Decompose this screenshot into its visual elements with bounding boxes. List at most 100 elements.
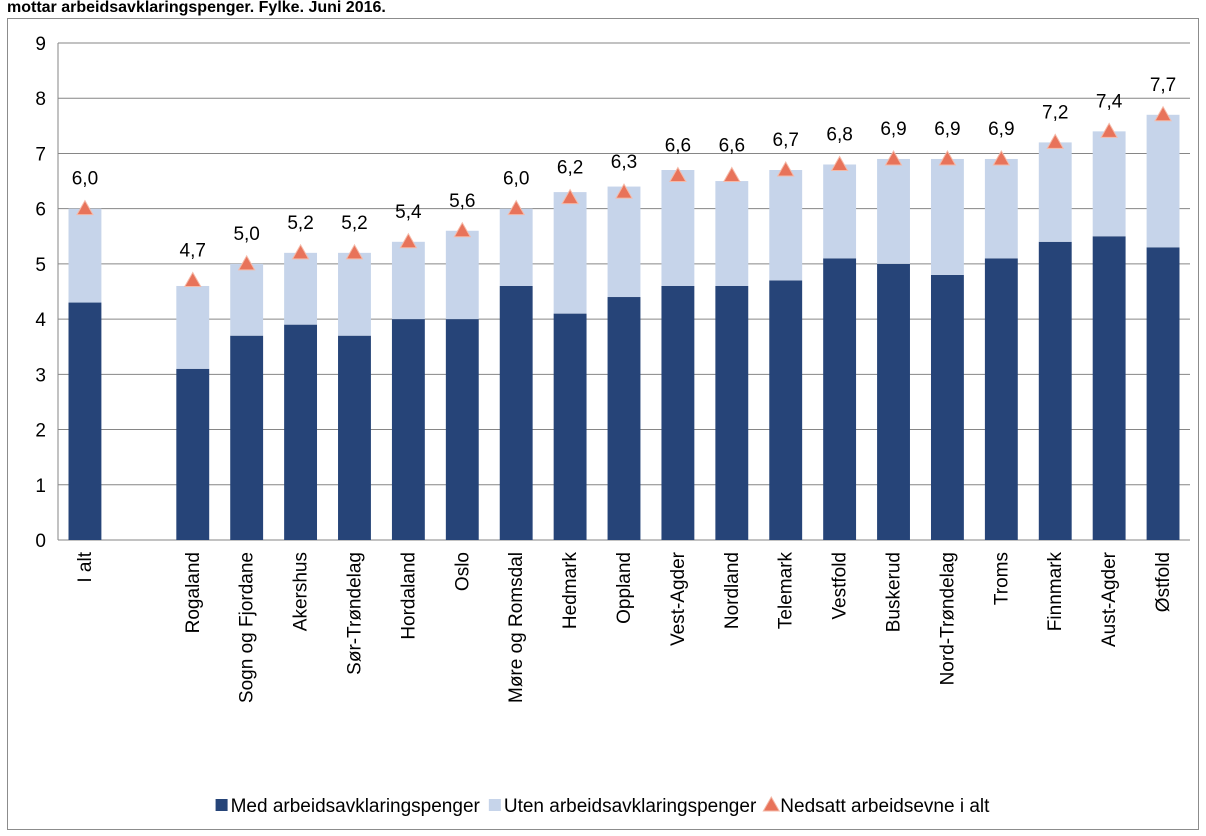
marker — [722, 166, 741, 183]
data-label: 6,9 — [880, 119, 906, 140]
data-label: 6,6 — [719, 136, 745, 157]
bar — [769, 170, 803, 281]
legend-symbol — [215, 799, 228, 811]
bar — [1146, 247, 1180, 541]
marker — [507, 199, 526, 216]
legend-label: Uten arbeidsavklaringspenger — [504, 796, 757, 817]
y-tick-label: 9 — [35, 34, 46, 55]
data-label: 6,0 — [503, 169, 529, 190]
bar — [553, 192, 587, 314]
bar — [1038, 142, 1072, 242]
marker — [992, 149, 1011, 166]
data-label: 5,6 — [449, 191, 475, 212]
x-tick-label: Vest-Agder — [668, 551, 689, 646]
y-tick-label: 7 — [35, 144, 46, 165]
bar — [715, 285, 749, 540]
data-label: 7,2 — [1042, 102, 1068, 123]
bar — [338, 335, 371, 540]
x-tick-label: Sør-Trøndelag — [344, 552, 365, 675]
data-label: 5,2 — [287, 213, 313, 234]
marker — [561, 188, 579, 205]
bar — [553, 313, 587, 540]
y-tick-label: 4 — [35, 310, 46, 331]
legend-symbol — [488, 799, 501, 811]
bar — [284, 252, 318, 325]
y-tick-label: 2 — [35, 421, 46, 442]
marker — [76, 199, 94, 216]
marker — [183, 271, 202, 287]
x-tick-label: Oslo — [452, 552, 473, 591]
bar — [1092, 236, 1126, 540]
bar — [715, 181, 749, 286]
bar — [176, 368, 210, 540]
bar — [338, 252, 371, 336]
bar — [607, 297, 641, 540]
y-tick-label: 3 — [35, 365, 46, 386]
y-tick-label: 5 — [35, 255, 46, 276]
data-label: 7,4 — [1096, 91, 1123, 112]
x-tick-label: Troms — [991, 552, 1012, 605]
x-tick-label: Aust-Agder — [1099, 551, 1120, 647]
x-tick-label: Vestfold — [830, 552, 851, 620]
bar — [445, 319, 479, 540]
y-tick-label: 0 — [35, 531, 46, 552]
bar — [284, 324, 318, 540]
x-tick-label: I alt — [75, 551, 96, 582]
bar — [1092, 131, 1126, 237]
y-tick-label: 1 — [35, 476, 46, 497]
bar — [877, 158, 910, 264]
bar — [877, 263, 910, 540]
x-tick-label: Hedmark — [560, 552, 581, 630]
x-tick-label: Telemark — [776, 552, 797, 630]
x-tick-label: Østfold — [1153, 552, 1174, 612]
marker — [938, 149, 957, 166]
bar — [499, 208, 533, 286]
marker — [776, 161, 795, 177]
data-label: 5,0 — [233, 224, 259, 245]
data-label: 6,3 — [611, 152, 637, 173]
marker — [291, 243, 310, 260]
bar — [661, 285, 695, 540]
data-label: 6,7 — [773, 130, 799, 151]
marker — [453, 221, 472, 238]
marker — [345, 243, 364, 260]
data-label: 6,0 — [72, 169, 98, 190]
data-label: 7,7 — [1150, 75, 1176, 96]
data-label: 6,6 — [665, 136, 691, 157]
legend-symbol — [762, 795, 781, 812]
data-label: 4,7 — [180, 240, 206, 261]
bar — [499, 285, 533, 540]
data-label: 5,2 — [341, 213, 367, 234]
y-tick-label: 6 — [35, 200, 46, 221]
bar — [230, 263, 264, 336]
data-label: 6,9 — [988, 119, 1014, 140]
data-label: 6,9 — [934, 119, 960, 140]
marker — [884, 149, 903, 166]
bar — [391, 241, 425, 320]
bar — [769, 280, 803, 540]
x-tick-label: Akershus — [291, 552, 312, 631]
bar — [230, 335, 264, 540]
marker — [1046, 133, 1065, 149]
x-tick-label: Møre og Romsdal — [506, 552, 527, 703]
chart-title: mottar arbeidsavklaringspenger. Fylke. J… — [7, 0, 386, 16]
x-tick-label: Sogn og Fjordane — [237, 552, 258, 703]
marker — [830, 155, 849, 171]
data-label: 6,2 — [557, 158, 583, 179]
marker — [1154, 105, 1172, 122]
y-tick-label: 8 — [35, 89, 46, 110]
x-tick-label: Oppland — [614, 552, 635, 624]
bar — [68, 302, 102, 540]
bar — [445, 230, 479, 320]
marker — [399, 232, 418, 249]
bar — [661, 170, 695, 286]
x-tick-label: Nord-Trøndelag — [937, 552, 958, 685]
bar — [823, 258, 857, 540]
bar — [984, 158, 1018, 259]
bar — [391, 319, 425, 540]
x-tick-label: Buskerud — [884, 552, 905, 632]
bar — [176, 285, 210, 369]
bar — [930, 158, 964, 275]
bar — [823, 164, 857, 259]
